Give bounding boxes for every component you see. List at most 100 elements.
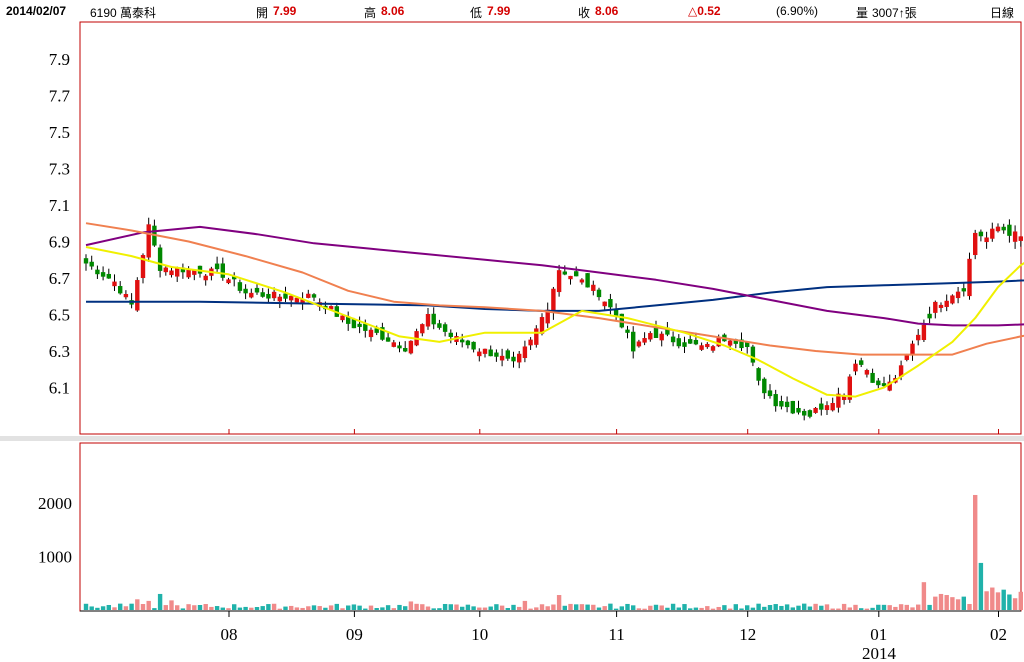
candle-body bbox=[739, 339, 744, 349]
candle-body bbox=[824, 405, 830, 411]
candle-body bbox=[927, 313, 932, 319]
candle-body bbox=[961, 288, 966, 292]
candle-body bbox=[180, 267, 186, 273]
candle-body bbox=[100, 272, 106, 277]
candle-body bbox=[750, 346, 756, 363]
open-label: 開 bbox=[256, 6, 269, 20]
volume-bar bbox=[237, 607, 243, 610]
candle-body bbox=[699, 345, 704, 350]
price-tick-label: 6.9 bbox=[49, 233, 70, 252]
candle-body bbox=[876, 380, 881, 386]
volume-bar bbox=[619, 606, 624, 610]
volume-bar bbox=[106, 604, 111, 610]
volume-bar bbox=[545, 606, 550, 610]
candle-body bbox=[351, 319, 357, 329]
volume-bar bbox=[784, 604, 790, 610]
volume-axis: 1000 2000 bbox=[38, 494, 72, 567]
volume-bar bbox=[898, 604, 904, 610]
volume-bar bbox=[118, 603, 123, 610]
candle-body bbox=[220, 263, 225, 278]
candle-body bbox=[397, 345, 402, 349]
high-label: 高 bbox=[364, 6, 377, 20]
volume-bar bbox=[214, 606, 220, 610]
volume-bar bbox=[682, 604, 687, 610]
volume-bar bbox=[688, 608, 693, 610]
volume-bar bbox=[511, 604, 516, 610]
volume-bar bbox=[762, 606, 767, 610]
volume-bar bbox=[995, 592, 1001, 610]
volume-bar bbox=[676, 607, 681, 610]
volume-bar bbox=[670, 603, 676, 610]
candle-body bbox=[745, 342, 750, 348]
candle-body bbox=[1018, 236, 1023, 241]
high-value: 8.06 bbox=[381, 4, 405, 18]
date-tick-label: 10 bbox=[471, 625, 488, 644]
candle-body bbox=[813, 407, 818, 413]
candle-body bbox=[904, 355, 909, 360]
candle-body bbox=[562, 271, 567, 275]
candle-body bbox=[585, 273, 590, 288]
candle-body bbox=[944, 300, 949, 307]
candle-body bbox=[89, 261, 94, 267]
volume-bar bbox=[277, 608, 282, 610]
volume-bar bbox=[648, 605, 653, 610]
candle-body bbox=[790, 400, 795, 414]
volume-bar bbox=[460, 606, 465, 610]
volume-bar bbox=[870, 607, 875, 610]
volume-panel-border bbox=[79, 442, 1022, 612]
candle-body bbox=[870, 372, 875, 383]
candle-body bbox=[642, 338, 647, 343]
volume-bar bbox=[739, 608, 744, 610]
volume-bar bbox=[232, 604, 237, 610]
candle-body bbox=[841, 394, 847, 401]
volume-bar bbox=[1012, 598, 1018, 610]
candle-body bbox=[670, 336, 676, 343]
volume-bar bbox=[203, 604, 208, 610]
volume-bar bbox=[819, 605, 824, 610]
volume-bar bbox=[910, 607, 915, 610]
volume-bar bbox=[665, 607, 670, 610]
volume-bar bbox=[431, 608, 436, 610]
candle-body bbox=[465, 340, 471, 346]
stock-name: 6190 萬泰科 bbox=[90, 6, 157, 20]
moving-averages bbox=[85, 222, 1024, 398]
volume-bar bbox=[1018, 591, 1023, 610]
quote-header: 2014/02/07 6190 萬泰科 開 7.99 高 8.06 低 7.99… bbox=[0, 0, 1024, 22]
volume-bar bbox=[100, 606, 106, 610]
price-tick-label: 7.5 bbox=[49, 123, 70, 142]
candle-body bbox=[665, 327, 670, 335]
volume-bar bbox=[271, 603, 277, 610]
volume-bar bbox=[494, 604, 499, 610]
volume-bar bbox=[802, 603, 807, 610]
volume-bar bbox=[146, 600, 151, 610]
candle-body bbox=[203, 275, 208, 281]
volume-bar bbox=[950, 597, 955, 610]
date-tick-label: 09 bbox=[346, 625, 363, 644]
candle-body bbox=[984, 237, 989, 243]
candle-body bbox=[796, 407, 801, 413]
volume-bar bbox=[568, 603, 573, 610]
candle-body bbox=[973, 232, 978, 256]
volume-bar bbox=[847, 607, 852, 610]
candle-body bbox=[175, 267, 180, 277]
volume-bar bbox=[864, 608, 870, 610]
volume-bar bbox=[955, 599, 961, 610]
candle-body bbox=[214, 263, 220, 270]
volume-bar bbox=[192, 605, 197, 610]
volume-bar bbox=[488, 606, 493, 610]
volume-bar bbox=[220, 607, 225, 610]
volume-bar bbox=[921, 582, 927, 610]
candle-body bbox=[688, 339, 693, 344]
volume-bar bbox=[790, 607, 795, 610]
quote-date: 2014/02/07 bbox=[6, 4, 67, 18]
volume-bar bbox=[112, 607, 117, 610]
candle-body bbox=[528, 339, 533, 346]
volume-bar bbox=[767, 605, 773, 610]
close-value: 8.06 bbox=[595, 4, 619, 18]
date-tick-label: 08 bbox=[221, 625, 238, 644]
candle-body bbox=[1007, 224, 1012, 236]
volume-bar bbox=[197, 605, 203, 610]
candle-body bbox=[140, 255, 146, 279]
volume-bar bbox=[89, 606, 94, 610]
candle-body bbox=[767, 390, 773, 397]
